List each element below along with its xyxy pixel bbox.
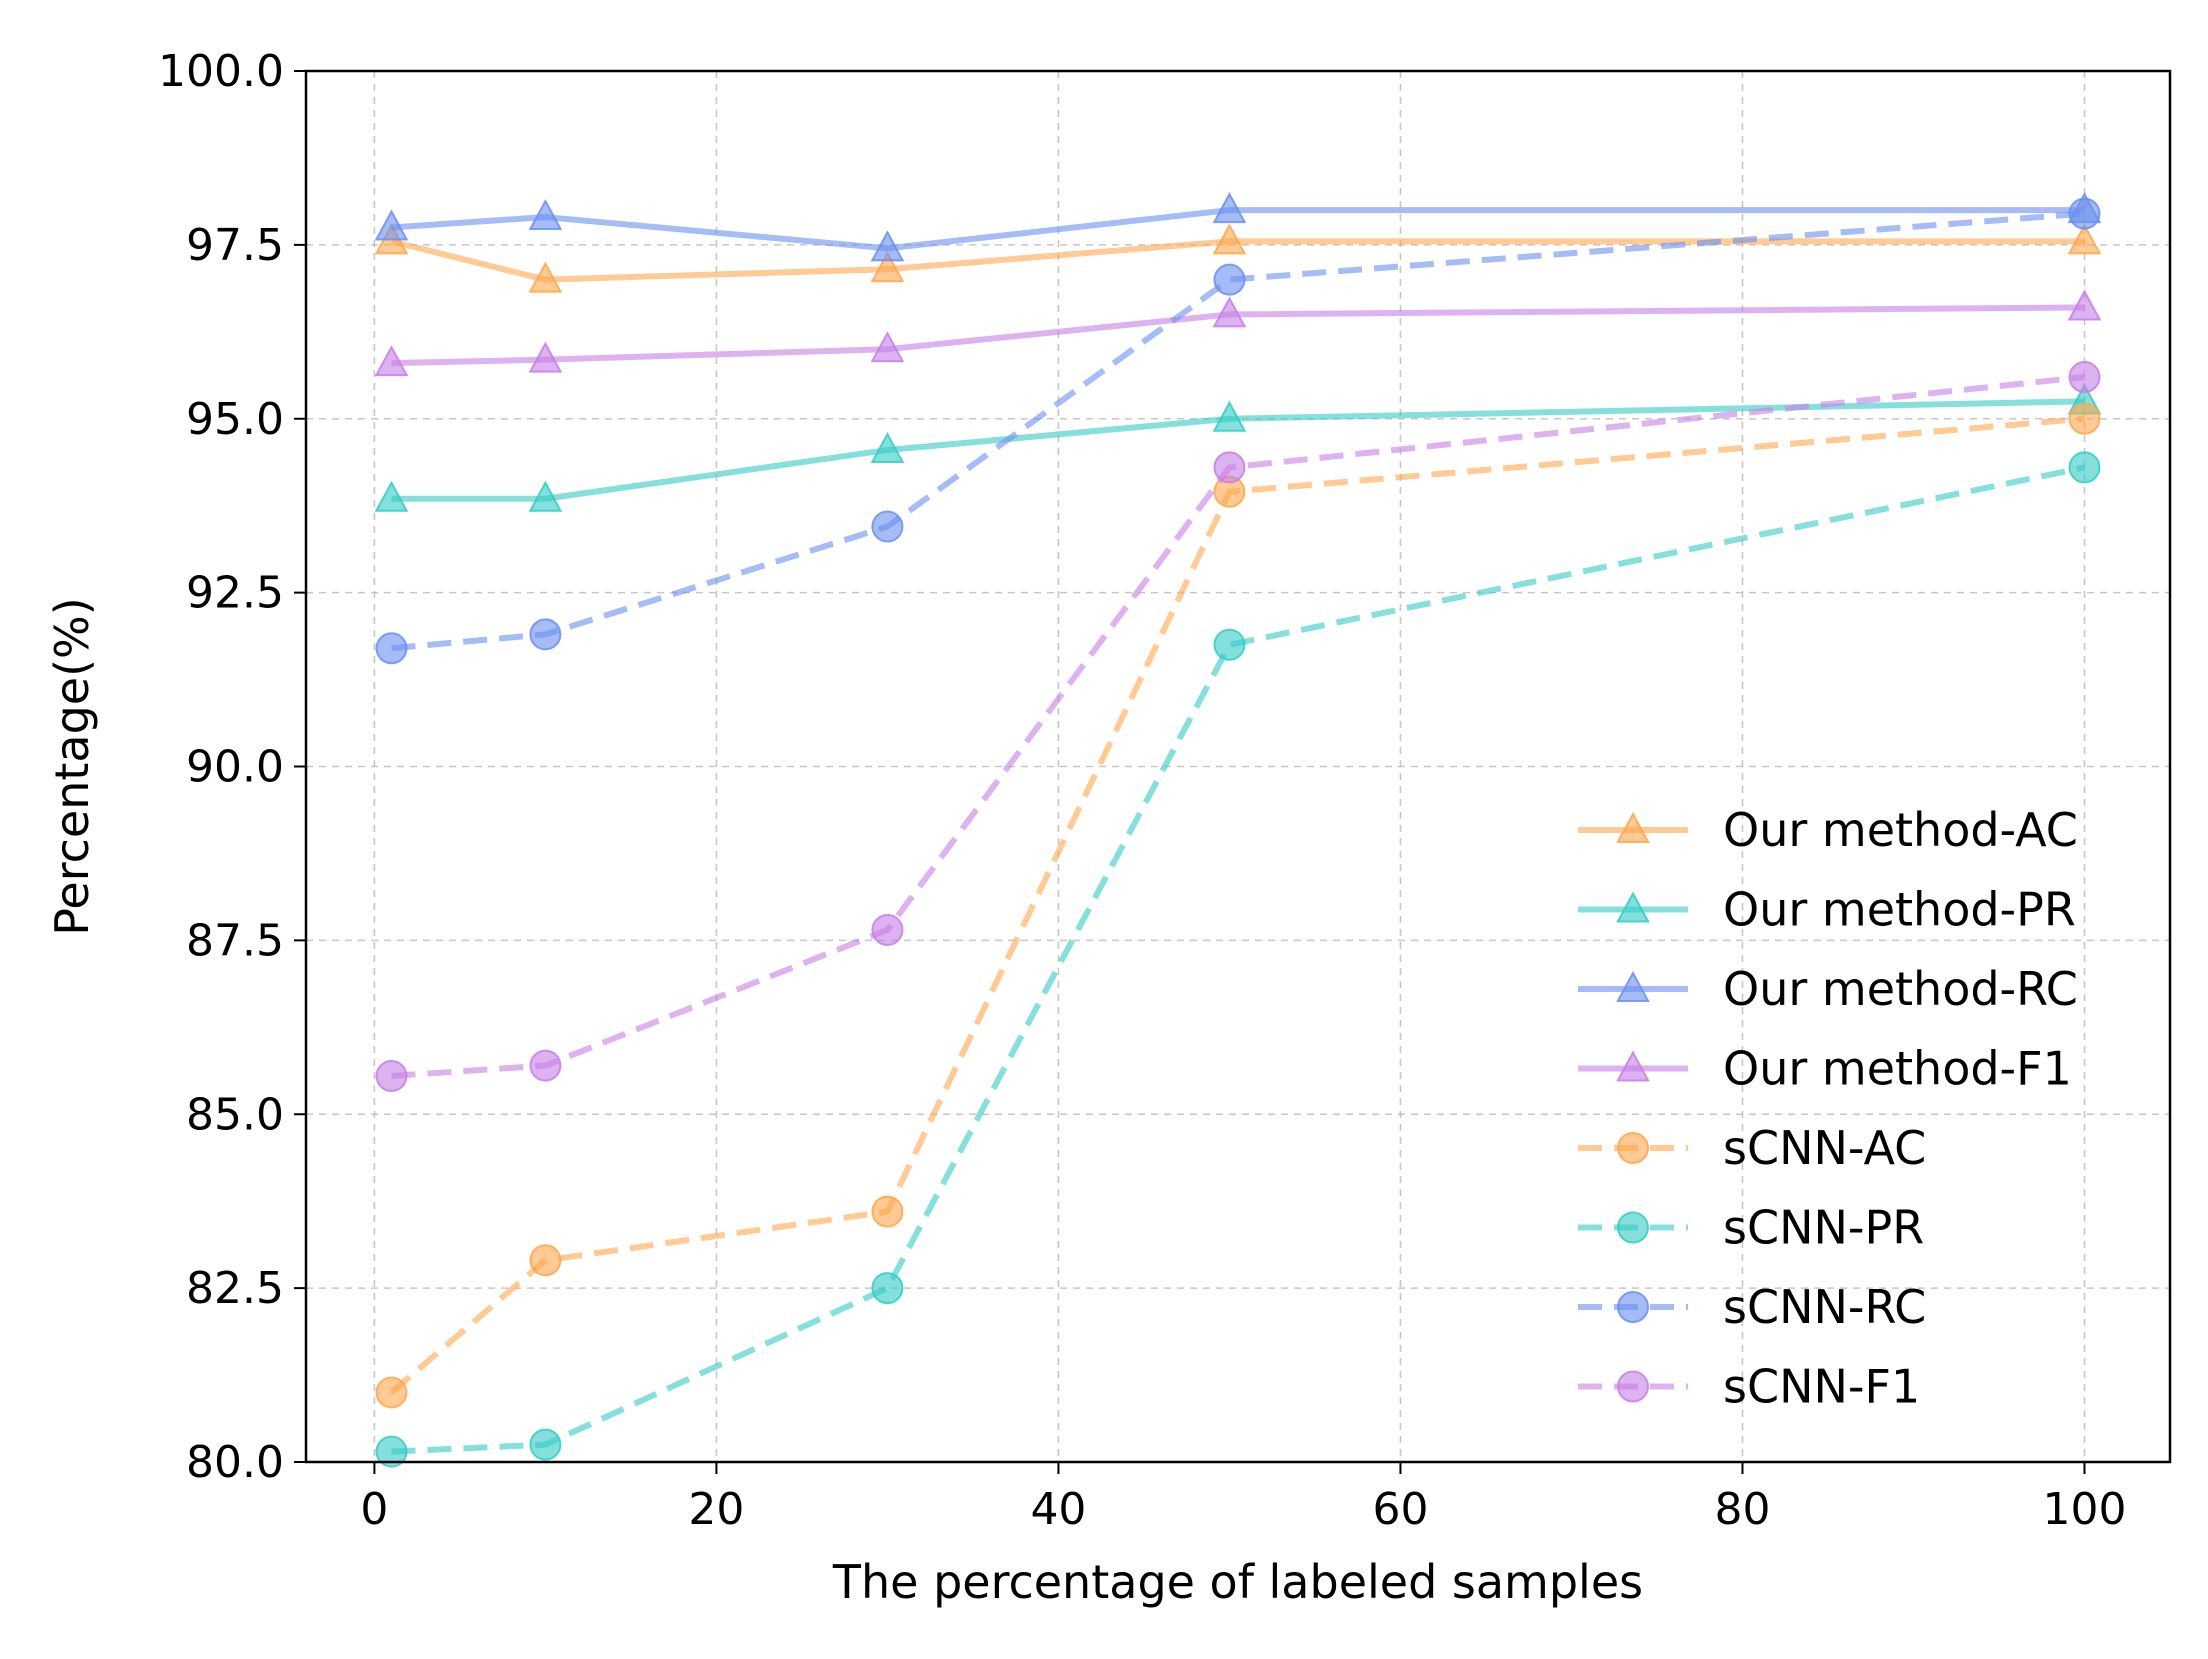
x-tick-label: 60 [1372,1484,1428,1535]
data-point-our-method-rc [1212,192,1247,224]
legend-entry-our-method-f1: Our method-F1 [1578,1042,2072,1096]
data-point-scnn-pr [529,1428,562,1461]
y-tick-label: 82.5 [186,1263,284,1314]
data-point-scnn-ac [2068,402,2101,435]
data-point-our-method-rc [870,230,905,262]
legend: Our method-AC Our method-PR Our method-RC O… [1578,803,2078,1414]
legend-label-scnn-f1: sCNN-F1 [1723,1360,1920,1414]
x-tick-label: 0 [360,1484,388,1535]
data-point-our-method-ac [870,251,905,283]
y-tick-label: 97.5 [186,220,284,271]
legend-entry-our-method-ac: Our method-AC [1578,803,2078,857]
data-point-our-method-pr [374,480,409,512]
legend-marker-scnn-pr [1617,1211,1649,1244]
legend-entry-our-method-pr: Our method-PR [1578,883,2076,937]
data-point-our-method-ac [2067,223,2102,255]
data-point-our-method-f1 [870,331,905,363]
y-tick-label: 92.5 [186,568,284,619]
series-scnn-pr [375,451,2101,1468]
series-line-scnn-pr [391,464,2086,1455]
data-point-scnn-rc [529,618,562,651]
legend-entry-scnn-f1: sCNN-F1 [1578,1360,1920,1414]
data-point-scnn-ac [529,1244,562,1277]
legend-marker-scnn-f1 [1617,1370,1649,1403]
legend-entry-scnn-pr: sCNN-PR [1578,1201,1924,1255]
legend-label-our-method-f1: Our method-F1 [1723,1042,2072,1096]
data-point-scnn-rc [2068,197,2101,230]
y-tick-label: 90.0 [186,742,284,793]
x-tick-label: 20 [688,1484,744,1535]
data-point-scnn-pr [2068,451,2101,484]
y-tick-label: 87.5 [186,915,284,966]
x-tick-label: 80 [1714,1484,1770,1535]
series-our-method-f1 [374,289,2102,377]
legend-entry-our-method-rc: Our method-RC [1578,962,2078,1016]
data-point-our-method-f1 [528,341,563,373]
y-axis-label: Percentage(%) [45,597,99,935]
legend-marker-our-method-pr [1616,891,1650,923]
data-point-scnn-f1 [375,1059,408,1092]
data-point-scnn-ac [375,1376,408,1409]
series-scnn-rc [375,197,2101,665]
data-point-scnn-f1 [2068,361,2101,394]
data-point-our-method-f1 [1212,296,1247,328]
x-axis-label: The percentage of labeled samples [832,1555,1643,1609]
legend-label-our-method-ac: Our method-AC [1723,803,2078,857]
legend-marker-our-method-ac [1616,811,1650,843]
legend-label-scnn-pr: sCNN-PR [1723,1201,1924,1255]
legend-label-scnn-rc: sCNN-RC [1723,1280,1926,1334]
y-tick-label: 85.0 [186,1089,284,1140]
legend-marker-scnn-rc [1617,1291,1649,1323]
data-point-scnn-pr [375,1435,408,1468]
series-scnn-f1 [375,361,2101,1092]
data-point-our-method-pr [870,431,905,464]
data-point-scnn-ac [871,1195,904,1228]
data-point-our-method-rc [528,198,563,231]
data-point-scnn-rc [1213,263,1246,296]
legend-entry-scnn-ac: sCNN-AC [1578,1121,1926,1175]
data-point-our-method-f1 [374,345,409,377]
legend-marker-scnn-ac [1617,1132,1649,1164]
series-scnn-ac [375,402,2101,1409]
data-point-scnn-f1 [529,1049,562,1082]
y-tick-label: 95.0 [186,394,284,445]
legend-marker-our-method-rc [1616,970,1650,1002]
data-point-our-method-rc [374,209,409,241]
legend-entry-scnn-rc: sCNN-RC [1578,1280,1926,1334]
data-point-scnn-rc [871,510,904,543]
data-point-scnn-f1 [1213,451,1246,484]
series-group [374,192,2102,1468]
legend-label-our-method-pr: Our method-PR [1723,883,2076,937]
data-point-our-method-pr [1212,400,1247,432]
y-tick-label: 80.0 [186,1437,284,1488]
axis-ticks: 0 20 40 60 80 100 80.0 82.5 85.0 87.5 90.0 92.5 95.0… [158,46,2126,1535]
legend-label-scnn-ac: sCNN-AC [1723,1121,1926,1175]
x-tick-label: 100 [2043,1484,2127,1535]
data-point-our-method-f1 [2067,289,2102,321]
legend-marker-our-method-f1 [1616,1050,1650,1082]
data-point-scnn-rc [375,632,408,665]
x-tick-label: 40 [1030,1484,1086,1535]
data-point-scnn-pr [871,1272,904,1305]
y-tick-label: 100.0 [158,46,284,97]
data-point-scnn-f1 [871,913,904,946]
data-point-our-method-pr [528,480,563,512]
data-point-scnn-pr [1213,628,1246,661]
legend-label-our-method-rc: Our method-RC [1723,962,2078,1016]
data-point-our-method-ac [528,261,563,293]
data-point-our-method-ac [1212,223,1247,255]
